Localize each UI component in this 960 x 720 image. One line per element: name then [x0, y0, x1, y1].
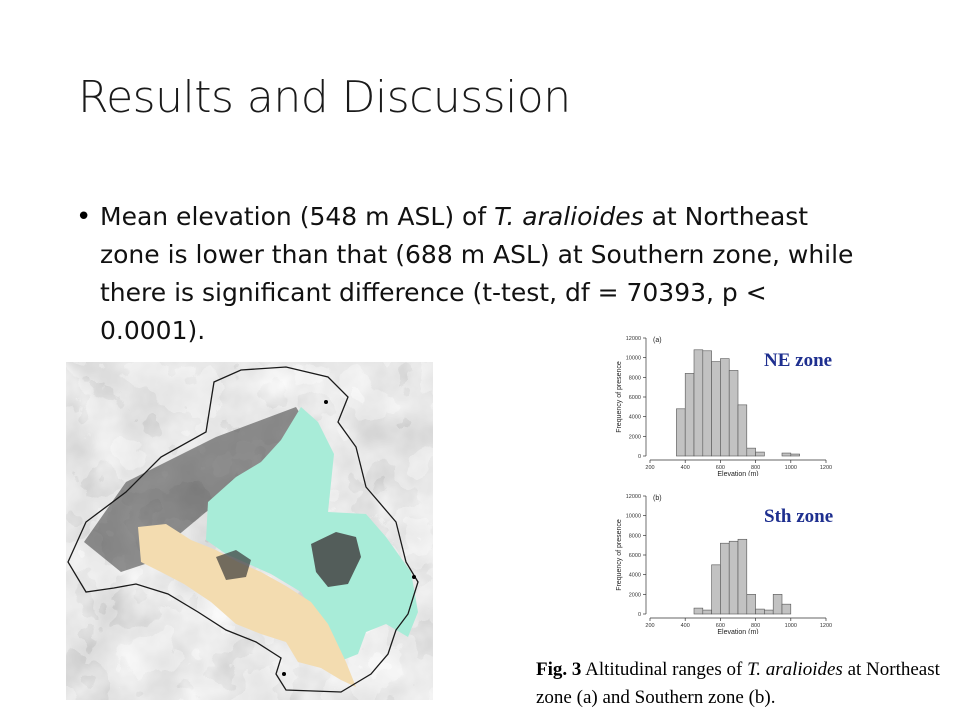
map-point [412, 575, 416, 579]
caption-species: T. aralioides [747, 659, 843, 680]
map-point [282, 672, 286, 676]
hist-bar [693, 607, 704, 615]
x-tick-label: 800 [751, 465, 760, 471]
y-tick-label: 10000 [626, 514, 641, 520]
x-tick-label: 800 [751, 623, 760, 629]
south-zone-area [138, 524, 356, 687]
hist-bar [676, 408, 686, 457]
histogram-ne-zone: 200 400 600 800 1000 120002000400060008000100… [616, 336, 832, 476]
hist-bar [781, 452, 792, 457]
hist-bar [772, 594, 783, 615]
bullet-text: Mean elevation (548 m ASL) of T. aralioi… [100, 198, 866, 350]
x-tick-label: 600 [716, 465, 725, 471]
bullet-part-2: at Northeast zone is lower than that (68… [100, 202, 854, 345]
hist-bar [720, 358, 730, 457]
figure-label: Fig. 3 [536, 659, 582, 680]
x-tick-label: 1000 [785, 465, 797, 471]
dark-hill [311, 532, 361, 587]
hist-bar [693, 349, 704, 457]
x-axis-label: Elevation (m) [717, 471, 758, 476]
figure-caption: Fig. 3 Altitudinal ranges of T. aralioid… [536, 656, 956, 712]
y-tick-label: 0 [638, 612, 641, 618]
y-tick-label: 8000 [629, 533, 641, 539]
y-tick-label: 10000 [626, 356, 641, 362]
x-tick-label: 200 [645, 623, 654, 629]
hist-bar [702, 350, 712, 457]
x-tick-label: 200 [645, 465, 654, 471]
hist-bar [720, 542, 730, 615]
hist-bar [746, 594, 756, 615]
x-tick-label: 400 [681, 623, 690, 629]
y-tick-label: 0 [638, 454, 641, 460]
bullet-part-1: Mean elevation (548 m ASL) of [100, 202, 495, 231]
panel-label: (b) [653, 495, 662, 502]
x-axis-label: Elevation (m) [717, 629, 758, 634]
y-tick-label: 2000 [629, 592, 641, 598]
y-tick-label: 4000 [629, 415, 641, 421]
hist-bar [702, 609, 712, 615]
bullet-dot: • [76, 202, 92, 232]
hist-bar [764, 609, 774, 615]
x-tick-label: 1200 [820, 623, 832, 629]
ne-zone-label: NE zone [764, 350, 833, 371]
x-tick-label: 1200 [820, 465, 832, 471]
hist-bar [755, 451, 765, 457]
study-boundary [67, 366, 419, 693]
south-zone-label: Sth zone [764, 506, 834, 527]
x-tick-label: 600 [716, 623, 725, 629]
panel-label: (a) [653, 337, 662, 344]
y-tick-label: 4000 [629, 573, 641, 579]
histogram-south-zone: 200 400 600 800 1000 120002000400060008000100… [616, 494, 832, 634]
hist-bar [684, 373, 695, 457]
hist-bar [728, 540, 739, 615]
y-tick-label: 2000 [629, 434, 641, 440]
y-tick-label: 8000 [629, 375, 641, 381]
hist-bar [711, 564, 721, 615]
hist-bar [728, 370, 739, 457]
hist-bar [746, 447, 756, 457]
y-axis-label: Frequency of presence [616, 361, 623, 433]
y-tick-label: 12000 [626, 336, 641, 342]
hist-bar [790, 453, 800, 457]
hist-bar [737, 404, 748, 457]
caption-text-1: Altitudinal ranges of [581, 659, 748, 680]
caption-text-2: at Northeast zone (a) and Southern zone … [536, 659, 940, 708]
dark-valley [216, 550, 251, 580]
bullet-point: • Mean elevation (548 m ASL) of T. arali… [76, 198, 866, 350]
elevation-map [66, 362, 433, 700]
hist-bar [755, 608, 765, 615]
y-tick-label: 12000 [626, 494, 641, 500]
ne-zone-area [206, 407, 418, 662]
map-point [324, 400, 328, 404]
hist-bar [781, 603, 792, 615]
species-name: T. aralioides [494, 202, 644, 231]
x-tick-label: 400 [681, 465, 690, 471]
y-axis-label: Frequency of presence [616, 519, 623, 591]
hist-bar [737, 538, 748, 615]
y-tick-label: 6000 [629, 553, 641, 559]
y-tick-label: 6000 [629, 395, 641, 401]
hist-bar [711, 361, 721, 457]
slide-title: Results and Discussion [78, 72, 571, 123]
x-tick-label: 1000 [785, 623, 797, 629]
